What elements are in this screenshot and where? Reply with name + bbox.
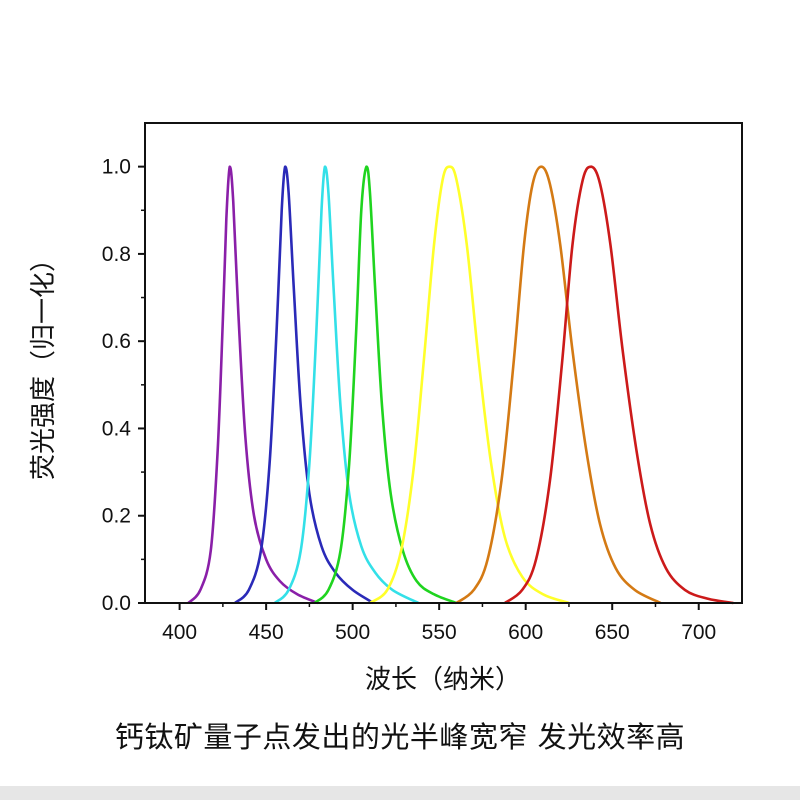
series-line-7 xyxy=(504,165,734,605)
x-tick-label: 400 xyxy=(162,621,197,644)
x-tick-label: 500 xyxy=(335,621,370,644)
series-line-6 xyxy=(455,165,662,605)
series-line-2 xyxy=(234,165,375,605)
caption: 钙钛矿量子点发出的光半峰宽窄 发光效率高 xyxy=(114,720,686,754)
bottom-bar xyxy=(0,786,800,800)
y-tick-label: 0.4 xyxy=(102,417,132,440)
x-tick-label: 550 xyxy=(422,621,457,644)
x-axis-title: 波长（纳米） xyxy=(365,665,521,695)
series-line-1 xyxy=(187,165,319,605)
y-tick-label: 0.2 xyxy=(102,505,131,528)
x-tick-label: 650 xyxy=(595,621,630,644)
curve-layer xyxy=(187,165,734,605)
x-tick-label: 600 xyxy=(508,621,543,644)
y-tick-label: 0.8 xyxy=(102,243,131,266)
y-tick-label: 1.0 xyxy=(102,156,131,179)
y-tick-label: 0.0 xyxy=(102,592,131,615)
x-tick-label: 700 xyxy=(681,621,716,644)
x-tick-label: 450 xyxy=(249,621,284,644)
y-axis-title: 荧光强度（归一化） xyxy=(29,246,59,480)
plot-frame xyxy=(144,122,743,604)
y-tick-label: 0.6 xyxy=(102,330,131,353)
series-line-3 xyxy=(273,165,419,605)
y-axis: 0.0 0.2 0.4 0.6 0.8 1.0 xyxy=(102,156,145,615)
series-line-5 xyxy=(369,165,570,605)
x-axis: 400 450 500 550 600 650 700 xyxy=(162,603,716,644)
series-line-4 xyxy=(313,165,457,605)
